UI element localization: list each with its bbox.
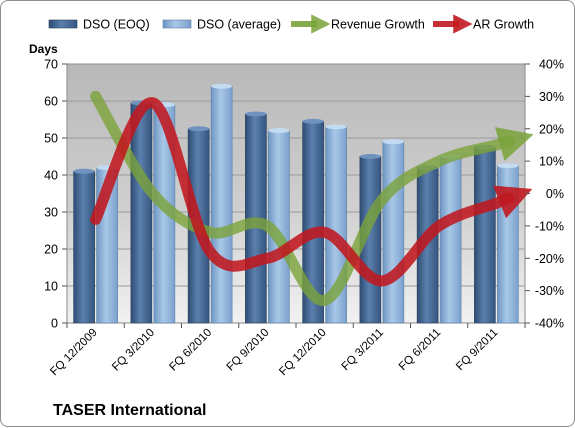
- bar-dso-eoq-0: [73, 171, 95, 324]
- y-right-tick-label: 0%: [546, 187, 564, 201]
- line-series: [90, 90, 534, 306]
- line-revenue-growth: [90, 90, 534, 306]
- y-right-tick-label: 10%: [539, 155, 564, 169]
- legend-label: Revenue Growth: [331, 18, 425, 32]
- y-left-tick-label: 60: [44, 95, 58, 109]
- x-axis: FQ 12/2009 FQ 3/2010 FQ 6/2010 FQ 9/2010 FQ …: [48, 323, 526, 378]
- bar-cap-dso-average-5: [382, 139, 404, 145]
- x-tick-label: FQ 12/2010: [277, 327, 328, 378]
- y-right-tick-label: 20%: [539, 122, 564, 136]
- bar-cap-dso-eoq-5: [359, 154, 381, 159]
- x-tick-label: FQ 12/2009: [48, 327, 99, 378]
- legend-label: DSO (EOQ): [83, 18, 150, 32]
- y-right-tick-label: 40%: [539, 58, 564, 72]
- x-tick-label: FQ 6/2010: [167, 327, 214, 374]
- x-tick-label: FQ 9/2011: [454, 327, 500, 373]
- legend-item-ar-growth: AR Growth: [433, 14, 534, 34]
- bar-cap-dso-average-4: [325, 124, 347, 130]
- y-left-tick-label: 50: [44, 132, 58, 146]
- legend-swatch: [48, 19, 78, 29]
- right-axis: -40% -30% -20% -10% 0% 10% 20% 30% 40%: [525, 58, 564, 331]
- legend-swatch: [162, 19, 192, 29]
- bar-cap-dso-eoq-4: [302, 118, 324, 124]
- y-left-tick-label: 40: [44, 169, 58, 183]
- y-left-tick-label: 10: [44, 280, 58, 294]
- x-tick-label: FQ 3/2010: [110, 327, 157, 374]
- legend-label: AR Growth: [473, 18, 534, 32]
- bar-dso-eoq-7: [474, 146, 496, 324]
- bar-dso-eoq-1: [130, 102, 153, 324]
- bar-cap-dso-average-2: [211, 83, 233, 89]
- x-tick-label: FQ 3/2011: [340, 327, 386, 373]
- y-right-tick-label: -40%: [535, 317, 564, 331]
- y-right-tick-label: -30%: [535, 284, 564, 298]
- y-right-tick-label: 30%: [539, 90, 564, 104]
- bar-dso-average-2: [210, 85, 233, 324]
- bar-dso-average-5: [382, 141, 405, 324]
- y-left-tick-label: 70: [44, 58, 58, 72]
- y-axis-title: Days: [29, 42, 58, 56]
- bar-dso-average-7: [497, 165, 519, 324]
- legend-item-dso-average: DSO (average): [162, 18, 281, 32]
- bar-cap-dso-average-3: [268, 128, 290, 134]
- bar-cap-dso-average-7: [497, 163, 519, 169]
- line-ar-growth: [90, 97, 533, 287]
- legend-item-dso-eoq: DSO (EOQ): [48, 18, 150, 32]
- bar-cap-dso-eoq-2: [188, 126, 210, 132]
- legend-item-revenue-growth: Revenue Growth: [291, 14, 425, 34]
- left-axis: 0 10 20 30 40 50 60 70: [44, 58, 67, 331]
- y-left-tick-label: 30: [44, 206, 58, 220]
- company-name: TASER International: [53, 402, 207, 419]
- x-tick-label: FQ 6/2011: [397, 327, 443, 373]
- bar-cap-dso-eoq-0: [73, 168, 95, 174]
- y-left-tick-label: 0: [51, 317, 58, 331]
- x-tick-label: FQ 9/2010: [225, 327, 272, 374]
- legend-label: DSO (average): [197, 18, 281, 32]
- legend: DSO (EOQ) DSO (average) Revenue Growth AR G…: [48, 14, 534, 34]
- y-left-tick-label: 20: [44, 243, 58, 257]
- y-right-tick-label: -20%: [535, 252, 564, 266]
- y-right-tick-label: -10%: [535, 219, 564, 233]
- bar-dso-average-6: [439, 156, 462, 324]
- bar-cap-dso-eoq-3: [245, 111, 267, 117]
